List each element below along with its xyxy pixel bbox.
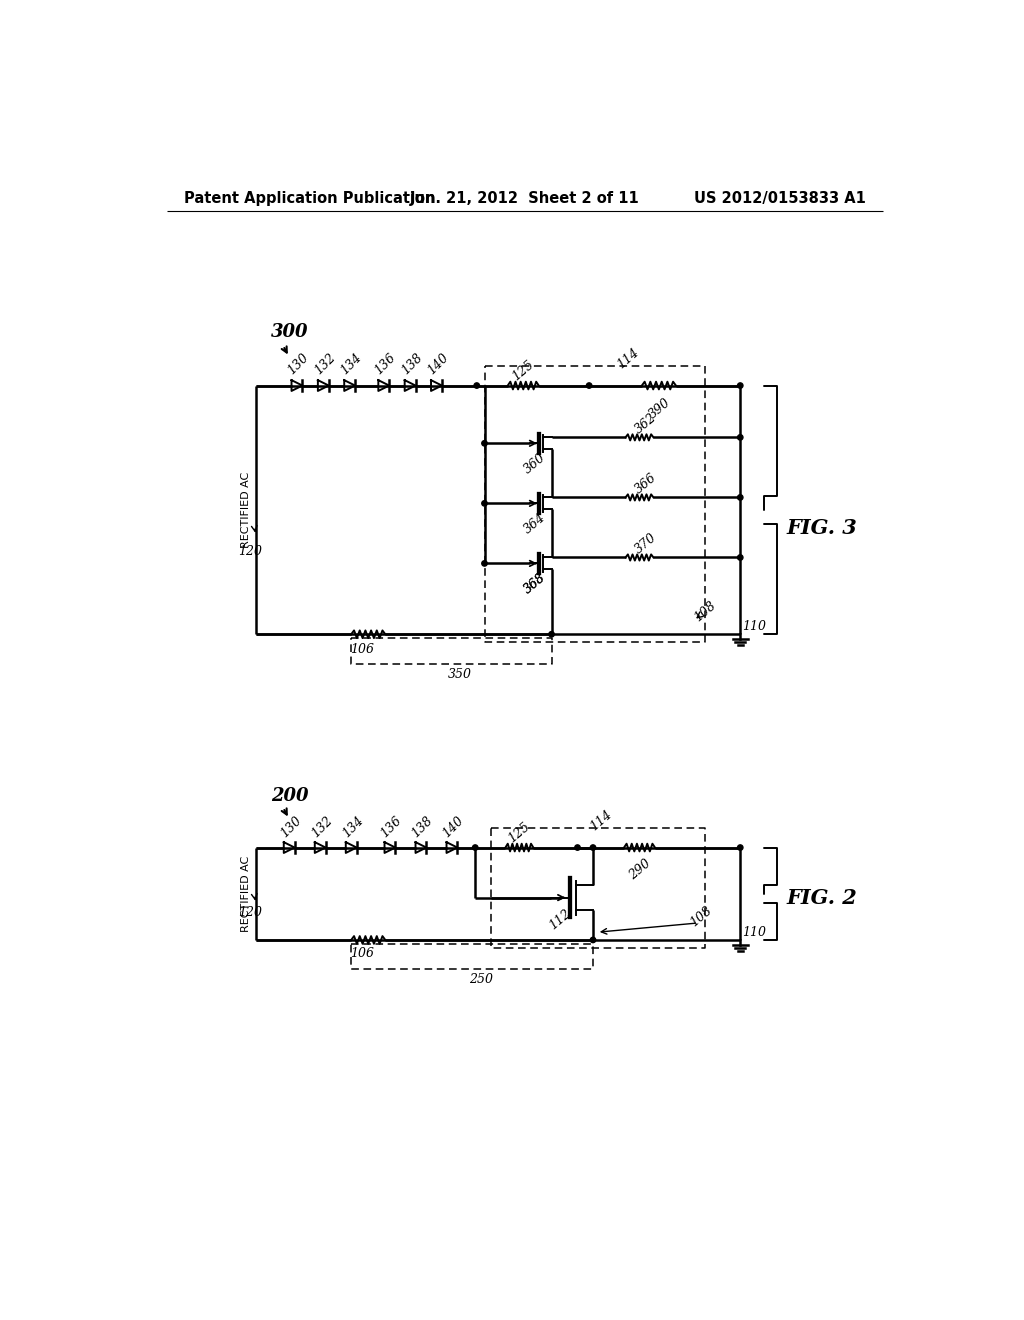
Text: 112: 112 — [547, 907, 573, 932]
Text: RECTIFIED AC: RECTIFIED AC — [241, 471, 251, 548]
Circle shape — [549, 631, 554, 638]
Text: 138: 138 — [398, 351, 425, 378]
Circle shape — [737, 495, 743, 500]
Circle shape — [574, 845, 581, 850]
Text: 362: 362 — [633, 411, 659, 436]
Text: US 2012/0153833 A1: US 2012/0153833 A1 — [694, 191, 866, 206]
Circle shape — [472, 845, 478, 850]
Text: 136: 136 — [372, 351, 398, 378]
Text: 200: 200 — [271, 787, 309, 805]
Text: 250: 250 — [469, 973, 493, 986]
Circle shape — [737, 845, 743, 850]
Text: 366: 366 — [633, 471, 659, 496]
Text: RECTIFIED AC: RECTIFIED AC — [241, 855, 251, 932]
Text: 120: 120 — [239, 907, 262, 920]
Circle shape — [481, 500, 487, 506]
Circle shape — [737, 434, 743, 440]
Circle shape — [590, 937, 596, 942]
Text: 134: 134 — [340, 814, 366, 841]
Text: 106: 106 — [350, 643, 374, 656]
Text: 300: 300 — [271, 322, 309, 341]
Text: 110: 110 — [742, 925, 766, 939]
Text: 360: 360 — [521, 450, 548, 477]
Text: 110: 110 — [742, 620, 766, 634]
Text: 108: 108 — [692, 598, 719, 624]
Text: 120: 120 — [239, 545, 262, 557]
Circle shape — [481, 561, 487, 566]
Text: 106: 106 — [350, 948, 374, 961]
Text: 370: 370 — [633, 531, 659, 556]
Text: 132: 132 — [308, 814, 335, 841]
Text: 125: 125 — [506, 820, 532, 845]
Text: FIG. 2: FIG. 2 — [786, 887, 857, 908]
Text: 368: 368 — [521, 570, 548, 597]
Circle shape — [587, 383, 592, 388]
Text: 364: 364 — [521, 511, 548, 536]
Text: 138: 138 — [410, 814, 435, 841]
Text: 136: 136 — [379, 814, 404, 841]
Text: 130: 130 — [278, 814, 304, 841]
Text: 130: 130 — [286, 351, 311, 378]
Circle shape — [590, 845, 596, 850]
Text: Jun. 21, 2012  Sheet 2 of 11: Jun. 21, 2012 Sheet 2 of 11 — [410, 191, 640, 206]
Text: 140: 140 — [425, 351, 452, 378]
Text: 140: 140 — [440, 814, 467, 841]
Text: 114: 114 — [588, 808, 614, 833]
Text: 108: 108 — [688, 904, 715, 929]
Text: 132: 132 — [311, 351, 338, 378]
Text: 114: 114 — [614, 346, 641, 371]
Text: Patent Application Publication: Patent Application Publication — [183, 191, 435, 206]
Text: 368: 368 — [521, 570, 548, 597]
Circle shape — [737, 554, 743, 560]
Text: 390: 390 — [646, 396, 673, 421]
Text: 134: 134 — [338, 351, 365, 378]
Circle shape — [481, 441, 487, 446]
Text: 350: 350 — [447, 668, 472, 681]
Text: FIG. 3: FIG. 3 — [786, 517, 857, 539]
Circle shape — [474, 383, 479, 388]
Text: 290: 290 — [626, 857, 653, 882]
Text: 125: 125 — [510, 358, 537, 383]
Circle shape — [737, 383, 743, 388]
